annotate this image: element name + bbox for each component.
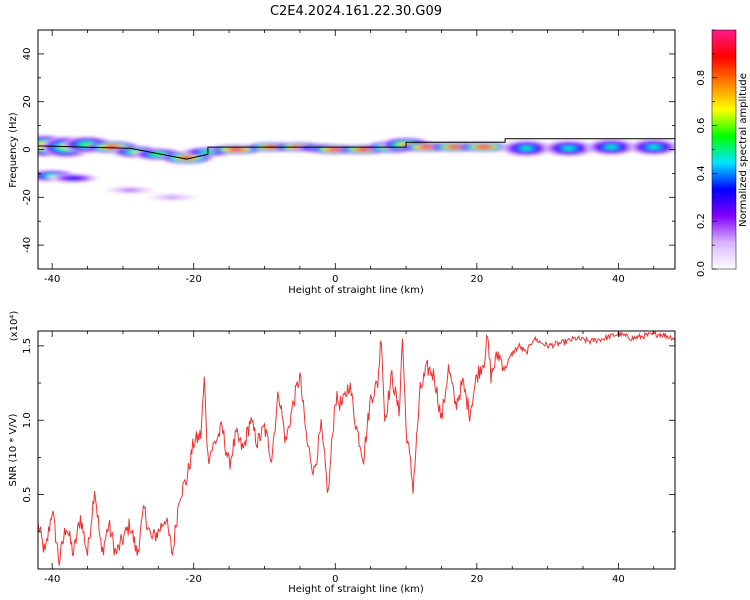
snr-panel: -40 -20 0 20 40 0.5 1.0 1.5 Height of straight … [8, 311, 676, 595]
spectral-blob-19 [501, 140, 552, 157]
snr-ytick-label: 1.5 [22, 338, 33, 354]
spectrogram-ytick-label: 0 [22, 146, 33, 152]
snr-xtick-label: -20 [186, 574, 202, 585]
spectrogram-heatmap [38, 135, 675, 201]
colorbar-tick-label: 0.0 [696, 261, 707, 277]
colorbar-tick-label: 0.8 [696, 70, 707, 86]
colorbar-tick-label: 0.6 [696, 118, 707, 134]
spectral-blob-20 [544, 140, 594, 157]
spectral-blob-18 [459, 142, 509, 152]
secondary-blob-2 [105, 186, 155, 194]
spectrogram-axes: -40 -20 0 20 40 -40 -20 0 20 40 [22, 29, 675, 285]
fit-line-layer [38, 138, 675, 160]
spectrogram-ytick-label: 20 [22, 95, 33, 108]
snr-plot-area [38, 331, 675, 566]
spectral-blob-21 [586, 138, 636, 156]
snr-xtick-label: 0 [332, 574, 338, 585]
colorbar-label: Normalized spectral amplitude [738, 73, 749, 227]
spectrogram-ylabel: Frequency (Hz) [8, 112, 19, 188]
colorbar-tick-label: 0.2 [696, 213, 707, 229]
spectrogram-xtick-label: -40 [44, 274, 60, 285]
spectrogram-xtick-label: 40 [612, 274, 625, 285]
snr-frame [37, 330, 676, 570]
spectrogram-xtick-label: 20 [470, 274, 483, 285]
snr-xtick-label: -40 [44, 574, 60, 585]
secondary-blob-1 [48, 173, 99, 183]
snr-xtick-label: 20 [470, 574, 483, 585]
snr-xlabel: Height of straight line (km) [288, 584, 424, 595]
spectrogram-ytick-label: -20 [22, 189, 33, 205]
snr-ylabel: SNR (10 * V/V) [8, 413, 19, 486]
spectrogram-panel: -40 -20 0 20 40 -40 -20 0 20 40 Height of straigh… [8, 29, 676, 296]
snr-series-line [38, 331, 675, 566]
fit-line [38, 138, 675, 160]
snr-ytick-label: 0.5 [22, 487, 33, 503]
spectral-blob-22 [629, 138, 675, 156]
colorbar-gradient [712, 30, 736, 269]
spectrogram-ytick-label: -40 [22, 237, 33, 253]
figure-title: C2E4.2024.161.22.30.G09 [270, 4, 442, 19]
snr-ytick-label: 1.0 [22, 412, 33, 428]
spectrogram-xlabel: Height of straight line (km) [288, 285, 424, 296]
snr-axes: -40 -20 0 20 40 0.5 1.0 1.5 [22, 331, 675, 585]
spectrogram-ytick-label: 40 [22, 48, 33, 61]
colorbar-axis: 0.0 0.2 0.4 0.6 0.8 [696, 29, 717, 277]
secondary-blob-3 [147, 193, 198, 201]
colorbar-tick-label: 0.4 [696, 165, 707, 181]
spectrogram-xtick-label: -20 [186, 274, 202, 285]
spectrogram-xtick-label: 0 [332, 274, 338, 285]
snr-xtick-label: 40 [612, 574, 625, 585]
snr-y-multiplier: (x10⁴) [9, 311, 20, 342]
colorbar: 0.0 0.2 0.4 0.6 0.8 Normalized spectral ampl… [696, 29, 749, 277]
